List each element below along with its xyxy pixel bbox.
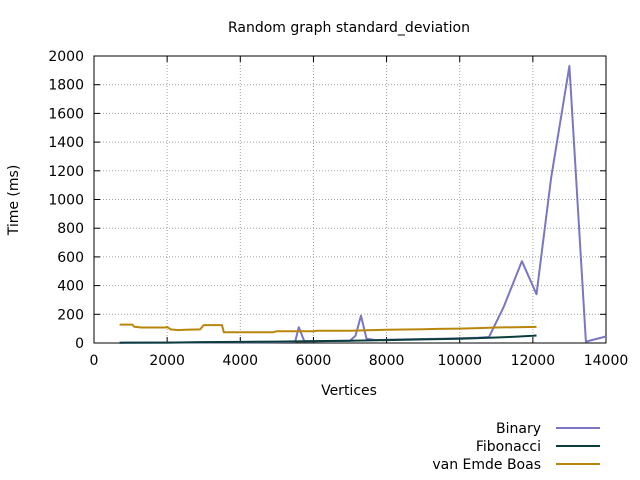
- y-tick-label: 400: [57, 279, 84, 295]
- series-line-van-emde-boas: [119, 323, 537, 334]
- legend-label-binary: Binary: [496, 421, 541, 437]
- chart-title: Random graph standard_deviation: [228, 20, 470, 36]
- x-tick-label: 8000: [369, 353, 405, 369]
- y-tick-label: 200: [57, 307, 84, 323]
- x-tick-label: 14000: [584, 353, 629, 369]
- grid-lines: [94, 56, 606, 343]
- x-tick-label: 6000: [296, 353, 332, 369]
- legend-label-van-emde-boas: van Emde Boas: [432, 457, 541, 473]
- x-tick-label: 2000: [149, 353, 185, 369]
- y-tick-label: 1600: [48, 106, 84, 122]
- y-tick-label: 1800: [48, 78, 84, 94]
- y-tick-label: 0: [75, 336, 84, 352]
- x-tick-label: 10000: [437, 353, 482, 369]
- x-tick-label: 0: [90, 353, 99, 369]
- series-lines: [119, 65, 607, 344]
- legend-label-fibonacci: Fibonacci: [476, 439, 541, 455]
- y-axis-label: Time (ms): [6, 165, 22, 237]
- axis-ticks: 0 2000 4000 6000 8000 10000 12000 14000 0 200 400 6…: [48, 49, 628, 369]
- y-tick-label: 800: [57, 221, 84, 237]
- legend: Binary Fibonacci van Emde Boas: [432, 421, 600, 473]
- y-tick-label: 1200: [48, 164, 84, 180]
- y-tick-label: 600: [57, 250, 84, 266]
- x-tick-label: 4000: [222, 353, 258, 369]
- y-tick-label: 2000: [48, 49, 84, 65]
- series-line-fibonacci: [119, 334, 537, 344]
- y-tick-label: 1400: [48, 135, 84, 151]
- x-tick-label: 12000: [511, 353, 556, 369]
- y-tick-label: 1000: [48, 193, 84, 209]
- x-axis-label: Vertices: [321, 383, 377, 399]
